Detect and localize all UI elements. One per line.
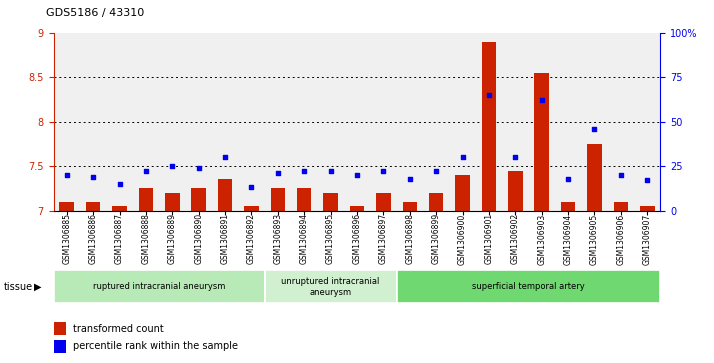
Bar	[640, 206, 655, 211]
Text: GSM1306907: GSM1306907	[643, 213, 652, 265]
Point	[615, 172, 627, 178]
Point	[378, 168, 389, 174]
Text: GSM1306895: GSM1306895	[326, 213, 335, 264]
Point	[431, 168, 442, 174]
Text: GSM1306903: GSM1306903	[537, 213, 546, 265]
Text: GSM1306889: GSM1306889	[168, 213, 177, 264]
Text: GSM1306904: GSM1306904	[563, 213, 573, 265]
Bar	[244, 206, 258, 211]
Text: GSM1306892: GSM1306892	[247, 213, 256, 264]
Point	[193, 165, 204, 171]
FancyBboxPatch shape	[396, 270, 660, 303]
Bar	[297, 188, 311, 211]
Bar	[54, 340, 66, 353]
Bar	[86, 202, 101, 211]
Bar	[508, 171, 523, 211]
Text: GSM1306894: GSM1306894	[300, 213, 308, 264]
Text: unruptured intracranial
aneurysm: unruptured intracranial aneurysm	[281, 277, 380, 297]
Bar	[323, 193, 338, 211]
Bar	[59, 202, 74, 211]
Point	[589, 126, 600, 132]
Bar	[456, 175, 470, 211]
Text: GSM1306899: GSM1306899	[432, 213, 441, 264]
Bar	[271, 188, 285, 211]
Text: GSM1306906: GSM1306906	[616, 213, 625, 265]
Bar	[218, 179, 232, 211]
Bar	[587, 144, 602, 211]
FancyBboxPatch shape	[265, 270, 396, 303]
Point	[272, 170, 283, 176]
Point	[642, 178, 653, 183]
Text: GSM1306888: GSM1306888	[141, 213, 151, 264]
Point	[457, 154, 468, 160]
Point	[510, 154, 521, 160]
Bar	[482, 41, 496, 211]
Point	[114, 181, 125, 187]
Bar	[165, 193, 179, 211]
Point	[87, 174, 99, 180]
Text: GSM1306887: GSM1306887	[115, 213, 124, 264]
Bar	[429, 193, 443, 211]
Text: GSM1306886: GSM1306886	[89, 213, 98, 264]
Text: GSM1306905: GSM1306905	[590, 213, 599, 265]
Bar	[54, 322, 66, 335]
Bar	[613, 202, 628, 211]
Point	[298, 168, 310, 174]
Point	[61, 172, 72, 178]
Point	[140, 168, 151, 174]
Bar	[560, 202, 575, 211]
Point	[563, 176, 574, 182]
Text: tissue: tissue	[4, 282, 33, 292]
Point	[536, 97, 548, 103]
Bar	[139, 188, 154, 211]
Text: GSM1306893: GSM1306893	[273, 213, 282, 264]
Point	[219, 154, 231, 160]
Bar	[535, 73, 549, 211]
Text: superficial temporal artery: superficial temporal artery	[472, 282, 585, 291]
Text: transformed count: transformed count	[74, 324, 164, 334]
Point	[483, 92, 495, 98]
Bar	[403, 202, 417, 211]
Point	[166, 163, 178, 169]
Text: GSM1306901: GSM1306901	[484, 213, 493, 264]
Text: GSM1306885: GSM1306885	[62, 213, 71, 264]
Text: ▶: ▶	[34, 282, 42, 292]
Text: GSM1306890: GSM1306890	[194, 213, 203, 264]
Text: percentile rank within the sample: percentile rank within the sample	[74, 341, 238, 351]
Text: ruptured intracranial aneurysm: ruptured intracranial aneurysm	[93, 282, 226, 291]
FancyBboxPatch shape	[54, 270, 265, 303]
Text: GSM1306902: GSM1306902	[511, 213, 520, 264]
Point	[246, 184, 257, 190]
Point	[325, 168, 336, 174]
Text: GSM1306896: GSM1306896	[353, 213, 361, 264]
Bar	[350, 206, 364, 211]
Bar	[191, 188, 206, 211]
Point	[404, 176, 416, 182]
Text: GSM1306898: GSM1306898	[406, 213, 414, 264]
Bar	[376, 193, 391, 211]
Bar	[112, 206, 127, 211]
Text: GSM1306897: GSM1306897	[379, 213, 388, 264]
Point	[351, 172, 363, 178]
Text: GSM1306900: GSM1306900	[458, 213, 467, 265]
Text: GDS5186 / 43310: GDS5186 / 43310	[46, 8, 145, 18]
Text: GSM1306891: GSM1306891	[221, 213, 230, 264]
